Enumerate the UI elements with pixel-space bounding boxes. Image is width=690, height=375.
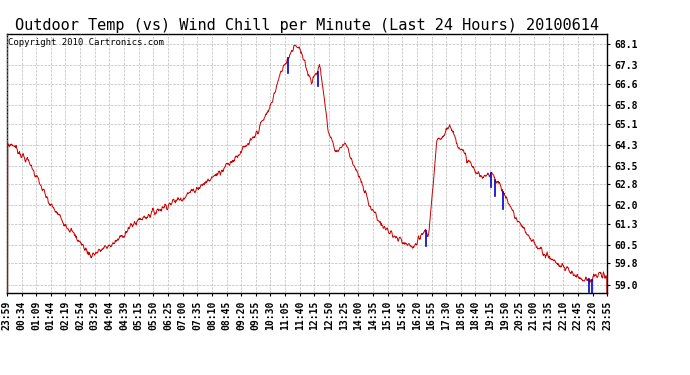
Title: Outdoor Temp (vs) Wind Chill per Minute (Last 24 Hours) 20100614: Outdoor Temp (vs) Wind Chill per Minute … (15, 18, 599, 33)
Text: Copyright 2010 Cartronics.com: Copyright 2010 Cartronics.com (8, 38, 164, 46)
